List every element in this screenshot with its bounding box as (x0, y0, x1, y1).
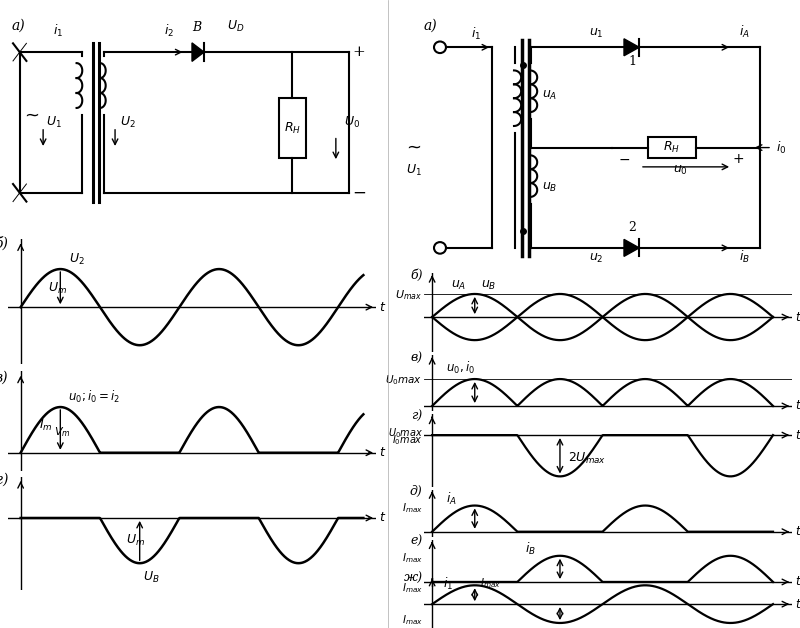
Bar (648, 137, 696, 158)
Text: $I_{max}$: $I_{max}$ (402, 501, 422, 515)
Text: $i_2$: $i_2$ (163, 23, 174, 39)
Text: $t$: $t$ (794, 575, 800, 588)
Text: ж): ж) (403, 571, 422, 585)
Text: $i_1$: $i_1$ (443, 576, 453, 592)
Text: −: − (353, 184, 366, 202)
Text: $U_D$: $U_D$ (226, 19, 244, 34)
Text: ~: ~ (406, 139, 422, 156)
Text: $t$: $t$ (378, 511, 386, 524)
Text: $I_m$: $I_m$ (39, 418, 53, 433)
Text: $t$: $t$ (378, 447, 386, 459)
Text: $u_0, i_0$: $u_0, i_0$ (446, 360, 474, 376)
Text: $u_2$: $u_2$ (589, 252, 603, 266)
Text: $U_2$: $U_2$ (120, 115, 136, 130)
Text: B: B (193, 21, 202, 34)
Text: $i_B$: $i_B$ (738, 249, 750, 266)
Text: г): г) (0, 473, 8, 487)
Text: б): б) (0, 237, 8, 251)
Text: $U_0 max$: $U_0 max$ (386, 374, 422, 387)
Text: ~: ~ (24, 107, 39, 125)
Text: $i_1$: $i_1$ (471, 26, 481, 41)
Text: а): а) (424, 18, 438, 33)
Text: $u_B$: $u_B$ (542, 181, 558, 194)
Text: $U_2$: $U_2$ (69, 252, 85, 267)
Text: $U_B$: $U_B$ (143, 570, 160, 585)
Text: $u_0$: $u_0$ (673, 164, 687, 176)
Text: $t$: $t$ (794, 399, 800, 413)
Text: $I_{max}$: $I_{max}$ (480, 577, 501, 590)
Text: $I_{max}$: $I_{max}$ (402, 551, 422, 565)
Bar (279, 98, 306, 158)
Text: $u_A$: $u_A$ (451, 279, 466, 292)
Text: $-$: $-$ (618, 152, 630, 166)
Text: $u_0 ; i_0 = i_2$: $u_0 ; i_0 = i_2$ (68, 389, 120, 405)
Text: $t$: $t$ (378, 301, 386, 313)
Text: б): б) (410, 269, 422, 282)
Text: $2U_{max}$: $2U_{max}$ (568, 451, 606, 466)
Text: $u_A$: $u_A$ (542, 89, 558, 102)
Text: г): г) (411, 409, 422, 423)
Text: $U_m$: $U_m$ (48, 281, 66, 296)
Text: $V_m$: $V_m$ (54, 425, 70, 439)
Text: в): в) (0, 371, 8, 385)
Text: $t$: $t$ (794, 429, 800, 441)
Text: в): в) (410, 352, 422, 364)
Text: 2: 2 (628, 220, 636, 234)
Text: $U_1$: $U_1$ (406, 163, 422, 178)
Polygon shape (624, 39, 639, 56)
Text: $i_0$: $i_0$ (776, 139, 786, 156)
Text: $R_H$: $R_H$ (663, 140, 681, 155)
Text: а): а) (11, 19, 25, 33)
Text: $i_A$: $i_A$ (738, 24, 750, 40)
Text: $U_{max}$: $U_{max}$ (395, 288, 422, 302)
Text: $i_B$: $i_B$ (526, 541, 537, 557)
Text: $i_A$: $i_A$ (446, 491, 457, 507)
Text: $t$: $t$ (794, 525, 800, 538)
Polygon shape (624, 239, 639, 256)
Polygon shape (192, 43, 204, 62)
Text: $u_B$: $u_B$ (481, 279, 496, 292)
Text: $U_m$: $U_m$ (126, 533, 145, 548)
Text: $U_1$: $U_1$ (46, 115, 62, 130)
Text: $t$: $t$ (794, 598, 800, 610)
Text: $I_{max}$: $I_{max}$ (402, 582, 422, 595)
Text: е): е) (410, 535, 422, 548)
Text: $R_H$: $R_H$ (284, 121, 301, 136)
Text: д): д) (410, 485, 422, 498)
Text: $U_0 max$: $U_0 max$ (387, 426, 422, 440)
Text: +: + (353, 45, 366, 59)
Text: $i_1$: $i_1$ (53, 23, 63, 39)
Text: $U_0$: $U_0$ (344, 115, 360, 130)
Text: $+$: $+$ (732, 152, 744, 166)
Text: $t$: $t$ (794, 311, 800, 323)
Text: $I_0 max$: $I_0 max$ (392, 433, 422, 447)
Text: $u_1$: $u_1$ (589, 27, 603, 40)
Text: 1: 1 (628, 55, 636, 68)
Text: $I_{max}$: $I_{max}$ (402, 614, 422, 627)
